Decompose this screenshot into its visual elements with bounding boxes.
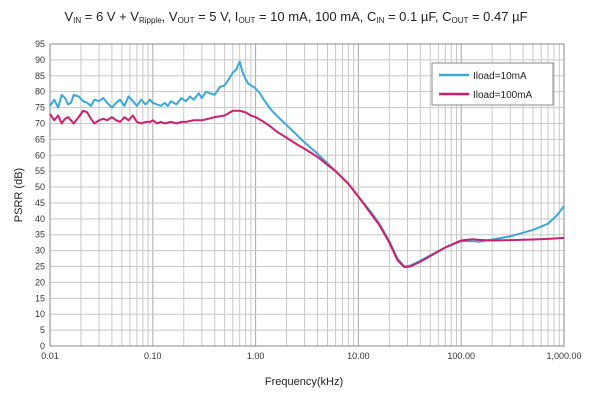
x-tick-label: 100.00 xyxy=(447,351,475,361)
y-tick-label: 80 xyxy=(35,87,45,97)
chart-title-subscript: IN xyxy=(73,16,82,25)
y-tick-label: 20 xyxy=(35,277,45,287)
legend-label: Iload=100mA xyxy=(473,90,533,101)
y-tick-label: 25 xyxy=(35,262,45,272)
x-axis-label: Frequency(kHz) xyxy=(265,376,343,388)
y-tick-label: 50 xyxy=(35,182,45,192)
x-tick-label: 10.00 xyxy=(347,351,370,361)
chart-title-subscript: OUT xyxy=(451,16,469,25)
chart-title-subscript: OUT xyxy=(238,16,256,25)
y-tick-label: 45 xyxy=(35,198,45,208)
y-axis-label: PSRR (dB) xyxy=(13,168,25,222)
chart-title-subscript: Ripple xyxy=(138,16,162,25)
y-tick-label: 95 xyxy=(35,39,45,49)
x-tick-label: 1,000.00 xyxy=(546,351,581,361)
plot-frame xyxy=(49,43,565,347)
chart-title-part: = 6 V + V xyxy=(81,9,139,24)
y-tick-label: 15 xyxy=(35,293,45,303)
y-tick-label: 85 xyxy=(35,71,45,81)
y-tick-label: 10 xyxy=(35,309,45,319)
legend-box xyxy=(431,62,554,106)
chart-title: VIN = 6 V + VRipple, VOUT = 5 V, IOUT = … xyxy=(0,9,592,25)
x-tick-label: 0.10 xyxy=(144,351,162,361)
chart-title-subscript: OUT xyxy=(177,16,195,25)
y-tick-label: 30 xyxy=(35,246,45,256)
x-tick-label: 1.00 xyxy=(247,351,265,361)
y-tick-label: 55 xyxy=(35,166,45,176)
y-tick-label: 35 xyxy=(35,230,45,240)
y-tick-label: 90 xyxy=(35,55,45,65)
y-tick-label: 65 xyxy=(35,134,45,144)
y-tick-label: 60 xyxy=(35,150,45,160)
series-line-iload-100ma xyxy=(49,109,565,269)
y-tick-label: 0 xyxy=(40,341,45,351)
y-tick-label: 75 xyxy=(35,103,45,113)
chart-title-part: = 0.1 µF, C xyxy=(384,9,452,24)
legend-label: Iload=10mA xyxy=(473,71,527,82)
chart-title-subscript: IN xyxy=(376,16,385,25)
y-tick-label: 40 xyxy=(35,214,45,224)
x-tick-label: 0.01 xyxy=(41,351,59,361)
chart-title-part: = 5 V, I xyxy=(194,9,239,24)
chart-title-part: , V xyxy=(161,9,178,24)
chart-title-part: = 0.47 µF xyxy=(468,9,528,24)
y-tick-label: 5 xyxy=(40,325,45,335)
y-tick-label: 70 xyxy=(35,118,45,128)
chart-title-part: V xyxy=(64,9,74,24)
chart-title-part: = 10 mA, 100 mA, C xyxy=(255,9,377,24)
